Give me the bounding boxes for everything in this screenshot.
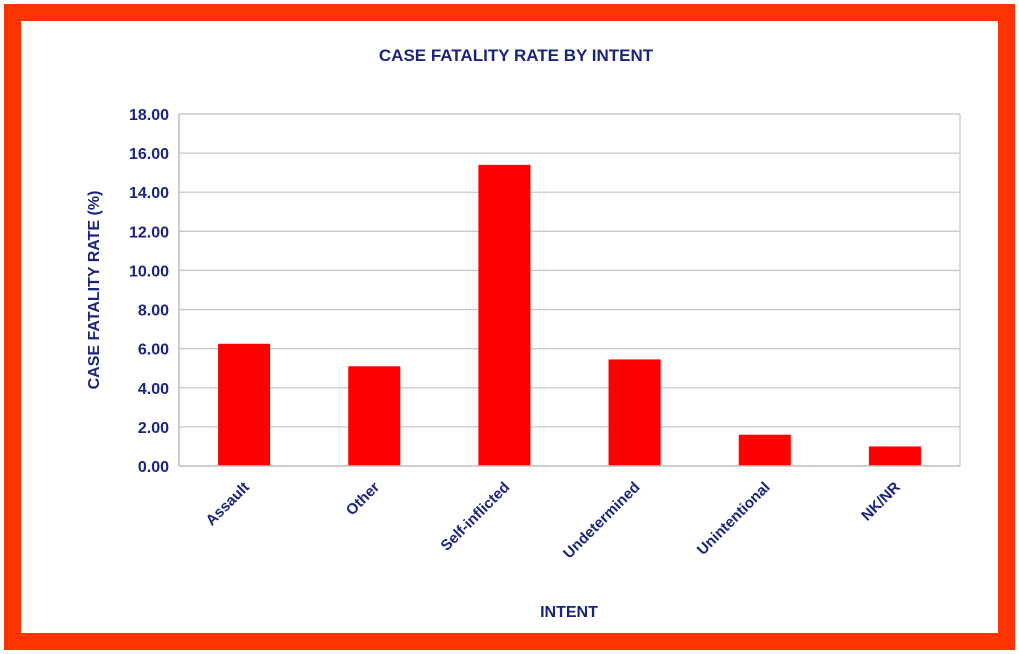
y-tick-label: 14.00 <box>129 185 169 202</box>
x-tick-label: Other <box>343 479 383 519</box>
y-tick-label: 16.00 <box>129 146 169 163</box>
y-tick-labels: 0.00 2.00 4.00 6.00 8.00 10.00 12.00 14.00 16.00… <box>129 107 169 476</box>
y-tick-label: 8.00 <box>138 303 169 320</box>
x-tick-labels: Assault Other Self-inflicted Undetermined Un… <box>203 479 904 562</box>
bars <box>218 164 921 466</box>
y-tick-label: 12.00 <box>129 224 169 241</box>
bar <box>218 343 271 466</box>
y-tick-label: 4.00 <box>138 381 169 398</box>
x-tick-label: Undetermined <box>560 479 643 562</box>
y-tick-label: 6.00 <box>138 342 169 359</box>
y-tick-label: 0.00 <box>138 459 169 476</box>
y-tick-label: 18.00 <box>129 107 169 124</box>
bar <box>868 446 921 466</box>
gridlines <box>179 113 960 428</box>
axes <box>178 113 961 467</box>
chart-title: CASE FATALITY RATE BY INTENT <box>379 46 654 65</box>
bar <box>738 434 791 466</box>
x-axis-title: INTENT <box>540 604 598 621</box>
x-tick-label: Unintentional <box>694 479 774 559</box>
x-tick-label: Assault <box>203 479 253 529</box>
y-axis-title: CASE FATALITY RATE (%) <box>86 191 103 390</box>
bar <box>478 164 531 466</box>
bar <box>348 366 401 466</box>
y-tick-label: 2.00 <box>138 420 169 437</box>
bar <box>608 359 661 466</box>
x-tick-label: Self-inflicted <box>438 479 514 555</box>
x-tick-label: NK/NR <box>858 479 904 525</box>
y-tick-label: 10.00 <box>129 263 169 280</box>
